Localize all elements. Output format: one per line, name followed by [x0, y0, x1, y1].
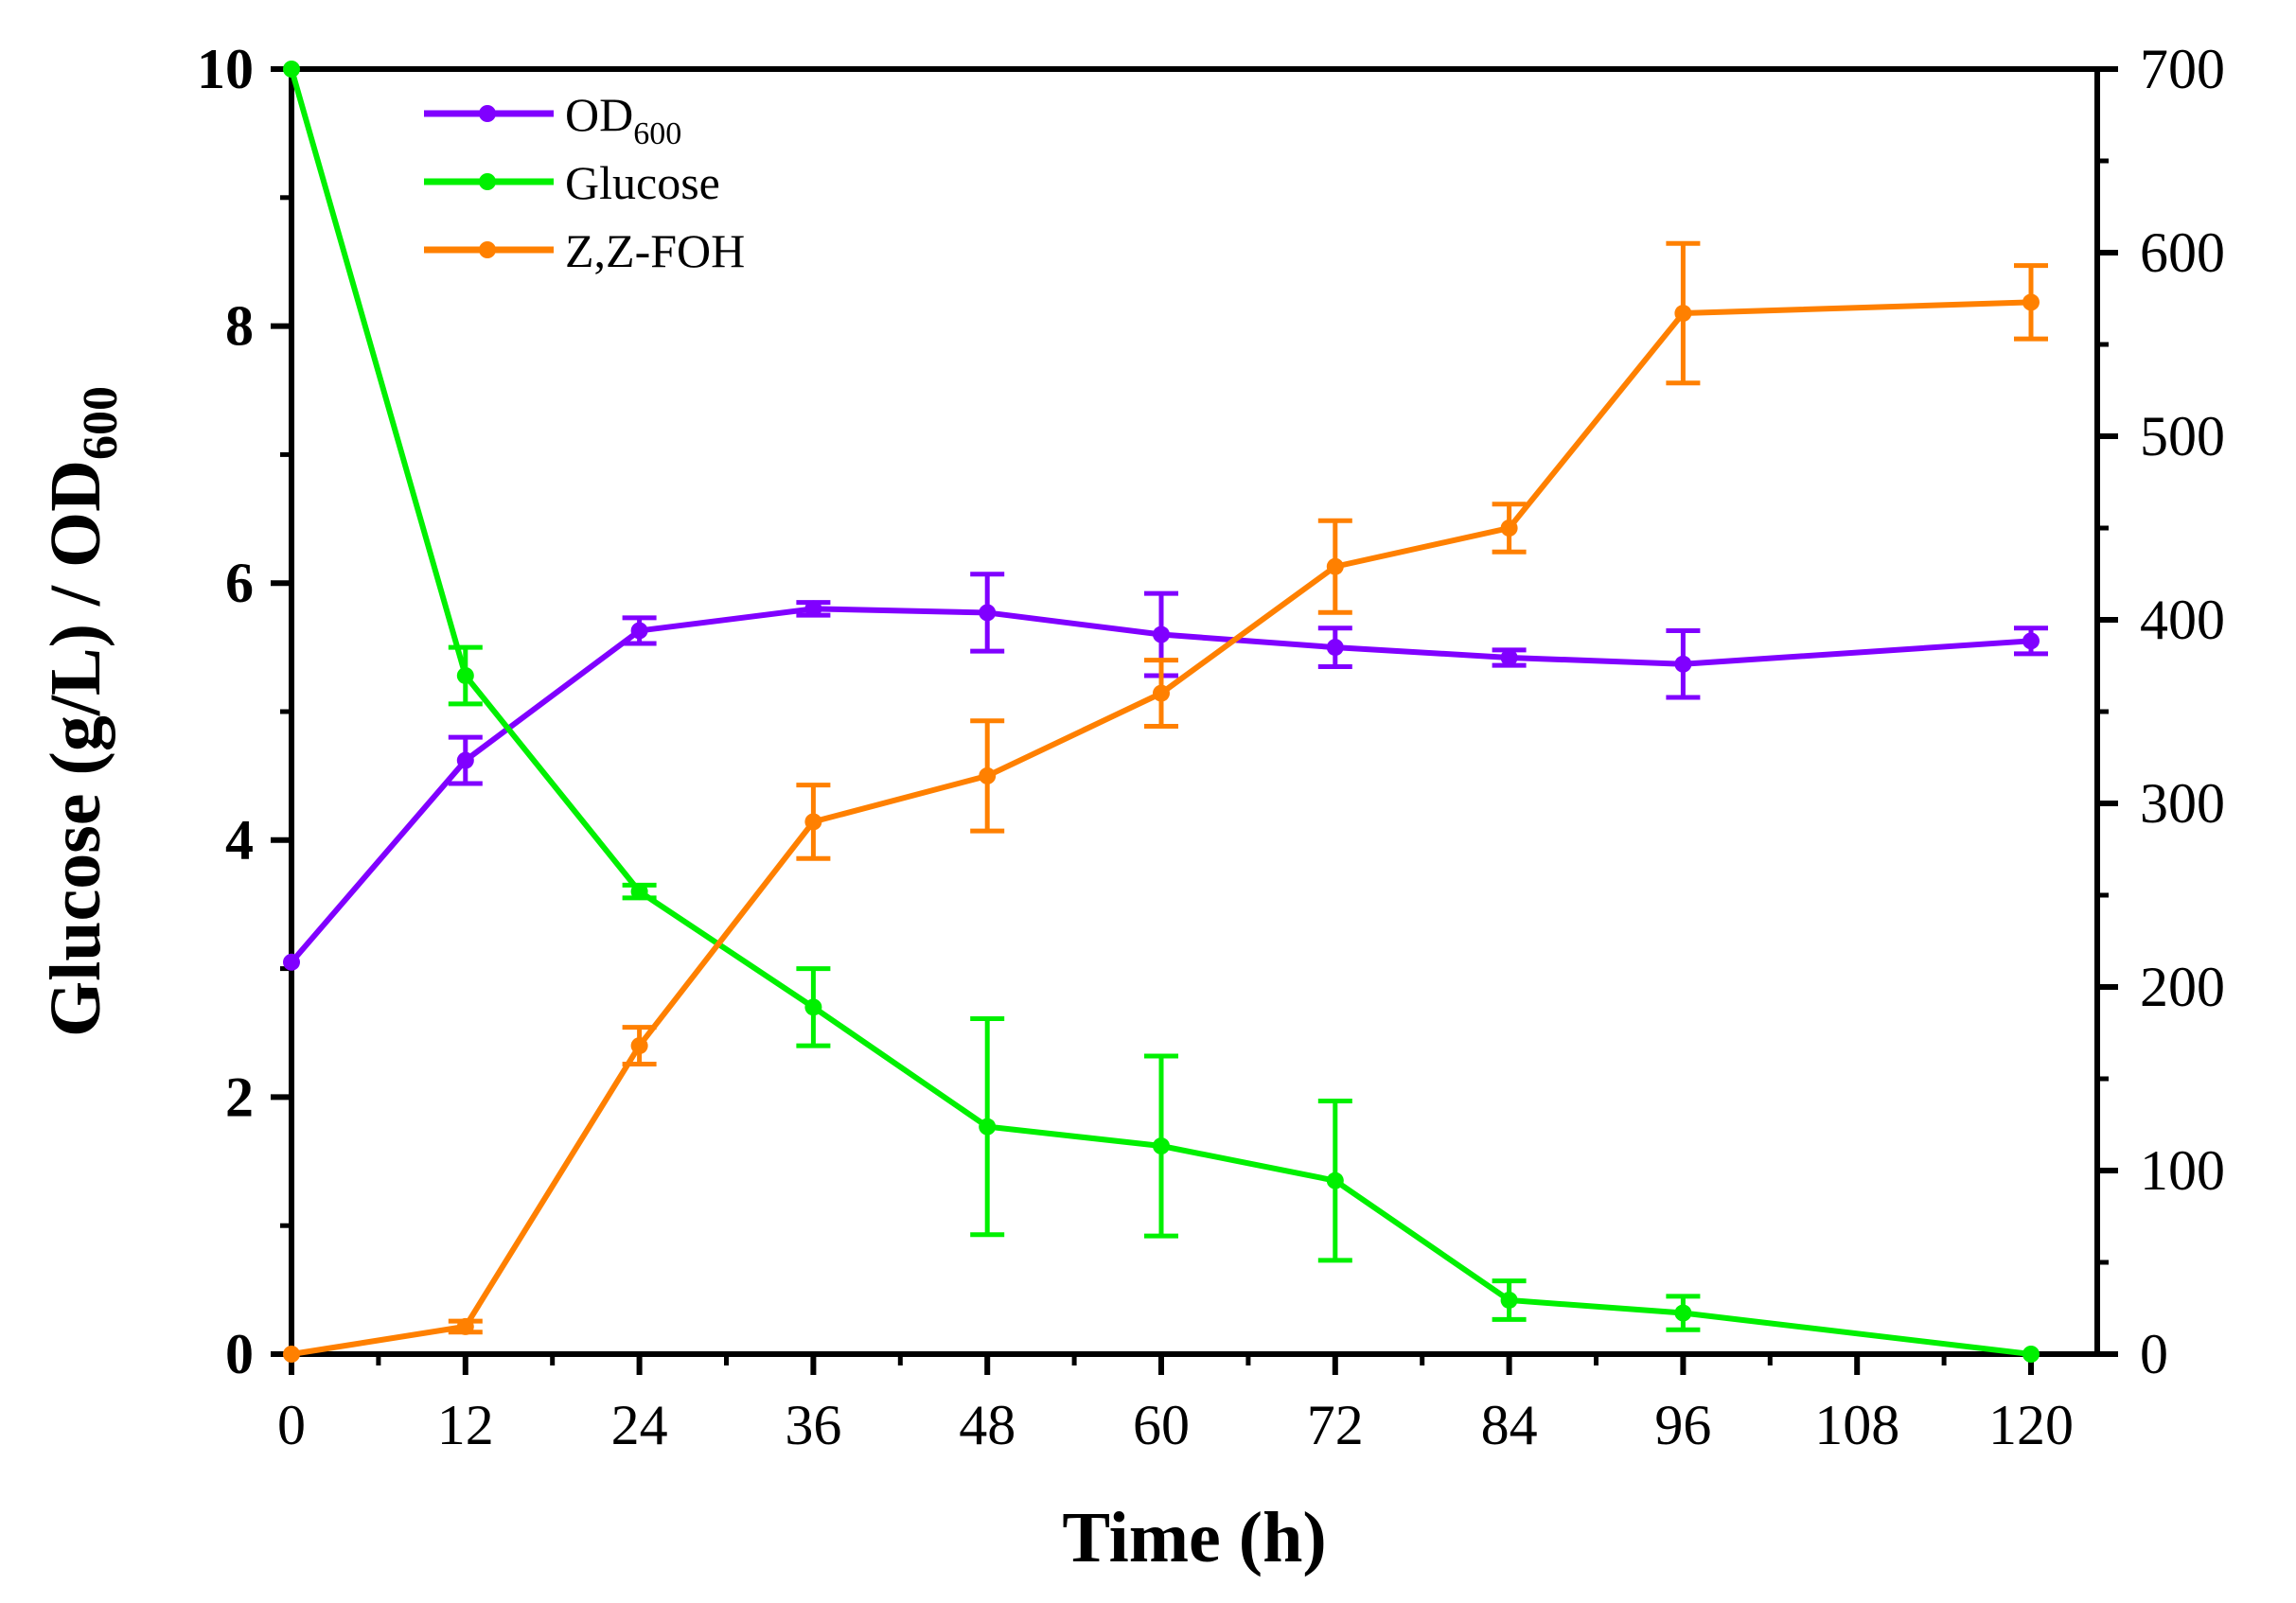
y2-tick-label: 200	[2140, 956, 2225, 1018]
data-point-od	[2022, 632, 2040, 650]
data-point-glucose	[804, 998, 822, 1016]
data-point-z-z-foh	[283, 1346, 300, 1363]
x-tick-label: 12	[437, 1394, 494, 1456]
y2-tick-label: 0	[2140, 1323, 2168, 1385]
legend-label-name: Z,Z-FOH	[565, 224, 745, 277]
data-point-od	[456, 751, 474, 769]
y-tick-label: 8	[225, 295, 254, 358]
x-axis-label: Time (h)	[1062, 1498, 1326, 1577]
data-point-od	[1326, 639, 1344, 657]
series-line-z-z-foh	[291, 299, 2032, 1357]
legend-label: Glucose	[565, 156, 720, 209]
x-tick-label: 0	[277, 1394, 306, 1456]
legend-marker	[479, 241, 496, 258]
legend-label-sub: 600	[633, 116, 681, 151]
y2-tick-label: 700	[2140, 38, 2225, 100]
data-point-z-z-foh	[1153, 684, 1170, 702]
y2-tick-label: 100	[2140, 1139, 2225, 1202]
x-tick-label: 60	[1133, 1394, 1190, 1456]
plot-frame	[289, 66, 2100, 1357]
data-point-glucose	[630, 883, 648, 901]
x-tick-label: 96	[1654, 1394, 1711, 1456]
data-point-z-z-foh	[456, 1317, 474, 1335]
data-point-od	[1674, 655, 1692, 673]
y-tick-label: 6	[225, 552, 254, 614]
legend-marker	[479, 105, 496, 122]
data-point-z-z-foh	[1674, 305, 1692, 323]
legend-label-name: Glucose	[565, 156, 720, 209]
y-axis-label-sub: 600	[74, 386, 128, 460]
y-axis-label-main: Glucose (g/L) / OD	[36, 460, 115, 1037]
series-line-glucose	[289, 68, 2032, 1357]
data-point-od	[283, 953, 300, 971]
data-point-glucose	[979, 1118, 997, 1136]
data-point-glucose	[1326, 1171, 1344, 1189]
data-point-z-z-foh	[1326, 557, 1344, 575]
data-point-od	[979, 604, 997, 622]
data-point-od	[1153, 625, 1170, 643]
y-axis-label: Glucose (g/L) / OD600	[36, 386, 128, 1037]
y2-tick-label: 400	[2140, 589, 2225, 651]
legend-label-name: OD	[565, 88, 633, 141]
data-point-od	[1500, 648, 1518, 666]
data-point-z-z-foh	[1500, 520, 1518, 537]
data-point-glucose	[1500, 1291, 1518, 1309]
y2-tick-label: 600	[2140, 221, 2225, 284]
plot-area: 0 12 24 36 48 60 72 84 96 108 12002468100100200300…	[197, 38, 2225, 1456]
y-tick-label: 0	[225, 1323, 254, 1385]
data-point-z-z-foh	[979, 766, 997, 784]
y-tick-label: 2	[225, 1066, 254, 1128]
legend-label: Z,Z-FOH	[565, 224, 745, 277]
y-tick-label: 10	[197, 38, 254, 100]
y2-tick-label: 300	[2140, 772, 2225, 835]
x-tick-label: 48	[959, 1394, 1016, 1456]
data-point-z-z-foh	[630, 1037, 648, 1055]
x-tick-label: 36	[785, 1394, 841, 1456]
legend-label: OD600	[565, 88, 681, 151]
x-tick-label: 120	[1988, 1394, 2074, 1456]
x-tick-label: 72	[1307, 1394, 1364, 1456]
data-point-glucose	[283, 61, 300, 78]
x-tick-label: 84	[1481, 1394, 1538, 1456]
data-point-glucose	[2022, 1346, 2040, 1363]
data-point-glucose	[1153, 1137, 1170, 1155]
x-tick-label: 108	[1814, 1394, 1899, 1456]
data-point-od	[630, 622, 648, 640]
data-point-glucose	[456, 666, 474, 684]
series-line-od	[289, 606, 2032, 964]
y2-tick-label: 500	[2140, 405, 2225, 467]
x-tick-label: 24	[611, 1394, 668, 1456]
data-point-od	[804, 600, 822, 618]
data-point-z-z-foh	[804, 813, 822, 831]
data-point-glucose	[1674, 1304, 1692, 1322]
legend-marker	[479, 173, 496, 190]
y-tick-label: 4	[225, 809, 254, 872]
data-point-z-z-foh	[2022, 293, 2040, 311]
